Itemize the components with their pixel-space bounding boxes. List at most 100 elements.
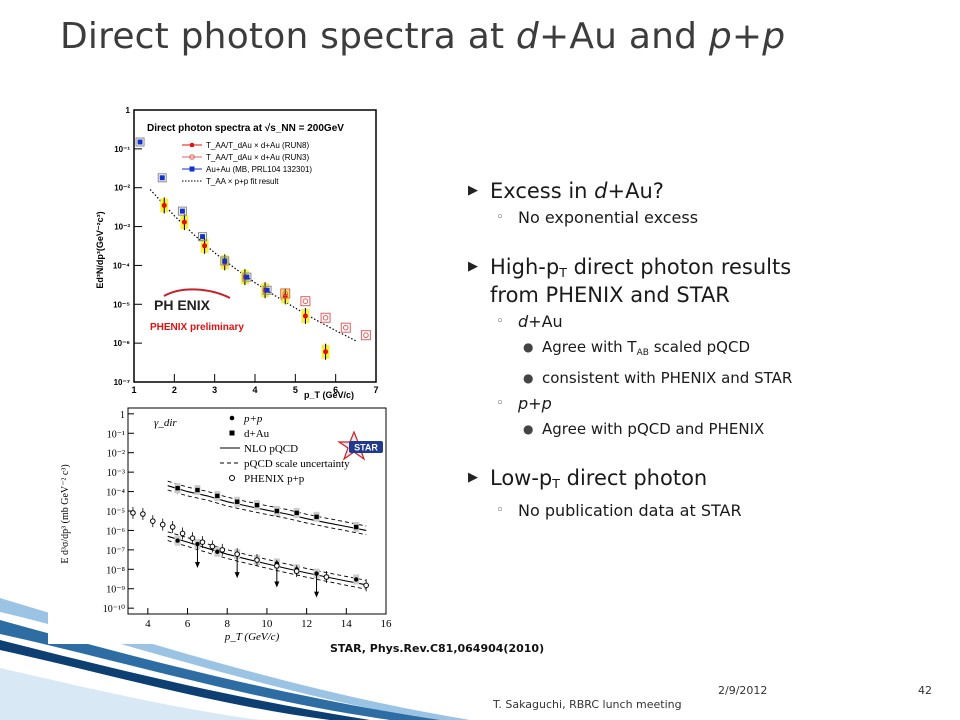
- plot1-fit-line: [149, 189, 357, 342]
- bullet-no-excess: ◦ No exponential excess: [468, 208, 938, 228]
- plot2-ytick-label: 10⁻³: [107, 468, 125, 479]
- plot2-nlo-curve: [167, 485, 367, 531]
- phenix-spectrum-chart: 1 2 3 4 5 6 7 10⁻⁷ 10⁻⁶ 10⁻⁵ 10⁻⁴ 10⁻³ 10⁻² 10⁻¹ 1 Dir…: [92, 100, 390, 400]
- plot2-point-dau: [195, 487, 200, 493]
- plot1-legend-4: T_AA × p+p fit result: [206, 177, 279, 186]
- bullet-text: Au: [541, 312, 563, 331]
- slide-title: Direct photon spectra at d+Au and p+p: [60, 16, 940, 57]
- bullet-no-publication: ◦ No publication data at STAR: [468, 501, 938, 521]
- plot1-xtick-label: 3: [212, 385, 217, 395]
- plot2-xtick-label: 12: [301, 618, 312, 630]
- plot2-nlo-curve: [167, 535, 367, 586]
- plot2-point-phenix-pp: [254, 557, 260, 563]
- plot2-point-pp: [195, 541, 200, 547]
- plot1-ytick-label: 10⁻³: [114, 223, 130, 232]
- bullet-marker-icon: ▶: [468, 470, 478, 485]
- plot2-point-pp: [215, 549, 220, 554]
- plot2-point-phenix-pp: [130, 510, 136, 516]
- plot2-point-dau: [254, 502, 260, 508]
- plot1-point-run8: [302, 313, 308, 319]
- plot1-point-run3: [282, 290, 289, 297]
- bullet-text: from PHENIX and STAR: [490, 283, 730, 307]
- plot2-point-phenix-pp: [363, 582, 369, 589]
- plot2-point-dau: [274, 508, 280, 514]
- dot-marker-icon: ●: [523, 422, 534, 436]
- bullet-subscript: T: [552, 476, 560, 491]
- plot1-point-auau: [222, 258, 228, 264]
- plot2-upper-limit-arrowhead: [234, 572, 240, 579]
- star-logo: STAR: [337, 430, 383, 461]
- plot1-sys-box: [198, 232, 208, 242]
- plot2-xtick-label: 4: [145, 618, 151, 630]
- plot1-point-auau: [179, 208, 185, 214]
- bullet-text: direct photon results: [566, 255, 792, 279]
- plot1-ytick-label: 10⁻⁵: [113, 300, 130, 309]
- plot1-ytick-label: 10⁻⁶: [113, 339, 130, 348]
- bullet-text: scaled pQCD: [648, 338, 751, 356]
- plot2-point-dau: [215, 493, 220, 499]
- plot2-point-phenix-pp: [209, 543, 216, 550]
- plot1-xtick-label: 7: [373, 385, 378, 395]
- plot2-ylabel: E d³σ/dp³ (mb GeV⁻² c³): [60, 464, 71, 563]
- plot2-point-phenix-pp: [219, 547, 226, 553]
- title-part-4: p+p: [708, 16, 786, 57]
- plot2-point-phenix-pp: [199, 539, 206, 545]
- bullet-marker-icon: ▶: [468, 183, 478, 198]
- plot2-scale-uncertainty-upper: [167, 480, 367, 527]
- plot1-sys-box: [157, 173, 167, 183]
- bullet-text: Agree with T: [542, 338, 637, 356]
- plot2-legend-4: pQCD scale uncertainty: [244, 458, 350, 470]
- plot1-ytick-label: 10⁻²: [114, 184, 130, 193]
- plot2-point-phenix-pp: [323, 574, 330, 580]
- plot1-sys-box: [262, 285, 272, 295]
- plot1-xtick-label: 2: [172, 385, 177, 395]
- plot2-upper-limit-arrowhead: [194, 562, 200, 569]
- plot2-ytick-label: 10⁻⁷: [106, 546, 125, 557]
- plot2-ytick-label: 10⁻⁵: [106, 507, 125, 518]
- plot2-point-dau: [234, 499, 240, 504]
- plot2-xtick-label: 6: [185, 618, 191, 630]
- plot1-sys-box: [220, 256, 230, 266]
- plot1-sys-box: [340, 322, 351, 333]
- plot1-ytick-label: 10⁻⁴: [113, 261, 130, 270]
- plot2-point-pp: [175, 538, 180, 543]
- plot2-point-phenix-pp: [293, 568, 300, 574]
- plot2-xtick-label: 10: [261, 618, 273, 630]
- plot2-point-phenix-pp: [159, 521, 166, 528]
- plot2-upper-limit-arrowhead: [314, 591, 320, 598]
- plot2-ytick-label: 10⁻⁴: [106, 488, 125, 499]
- reference-citation: STAR, Phys.Rev.C81,064904(2010): [330, 642, 545, 655]
- plot1-point-run8: [323, 349, 329, 355]
- plot1-sys-box: [360, 330, 371, 341]
- plot1-legend-1: T_AA/T_dAu × d+Au (RUN8): [206, 141, 309, 150]
- plot2-point-dau: [314, 514, 319, 520]
- title-part-3: Au and: [569, 16, 709, 57]
- plot2-ytick-label: 10⁻¹: [107, 429, 125, 440]
- bullet-text-italic: p+p: [518, 394, 552, 413]
- plot2-upper-limit-arrowhead: [274, 581, 280, 588]
- plot2-legend-5: PHENIX p+p: [244, 473, 305, 485]
- plot1-point-auau: [137, 139, 143, 145]
- plot2-legend-3: NLO pQCD: [244, 443, 298, 455]
- plot2-scale-uncertainty-lower: [167, 489, 367, 536]
- bullet-text: No exponential excess: [518, 208, 699, 227]
- bullet-marker-icon: ▶: [468, 259, 478, 274]
- plot1-title: Direct photon spectra at √s_NN = 200GeV: [147, 123, 344, 134]
- bullet-text-italic: d+: [594, 179, 626, 203]
- plot2-point-dau: [175, 485, 180, 491]
- plot2-ytick-label: 10⁻⁶: [106, 526, 125, 537]
- bullet-text: Excess in: [490, 179, 595, 203]
- circle-marker-icon: ◦: [496, 314, 504, 329]
- plot1-xtick-label: 6: [333, 385, 338, 395]
- plot1-xtick-label: 1: [131, 385, 136, 395]
- bullet-pp: ◦ p+p: [468, 394, 938, 414]
- bullet-excess: ▶ Excess in d+Au?: [468, 180, 938, 202]
- plot1-sys-box: [300, 296, 311, 307]
- bullet-list: ▶ Excess in d+Au? ◦ No exponential excess …: [468, 176, 938, 521]
- bullet-text: High-p: [490, 255, 560, 279]
- bullet-text: No publication data at STAR: [518, 501, 742, 520]
- plot1-point-run8: [161, 202, 167, 208]
- plot1-legend-2: T_AA/T_dAu × d+Au (RUN3): [206, 153, 309, 162]
- plot1-point-run3: [342, 324, 349, 331]
- plot1-note: PHENIX preliminary: [150, 322, 244, 333]
